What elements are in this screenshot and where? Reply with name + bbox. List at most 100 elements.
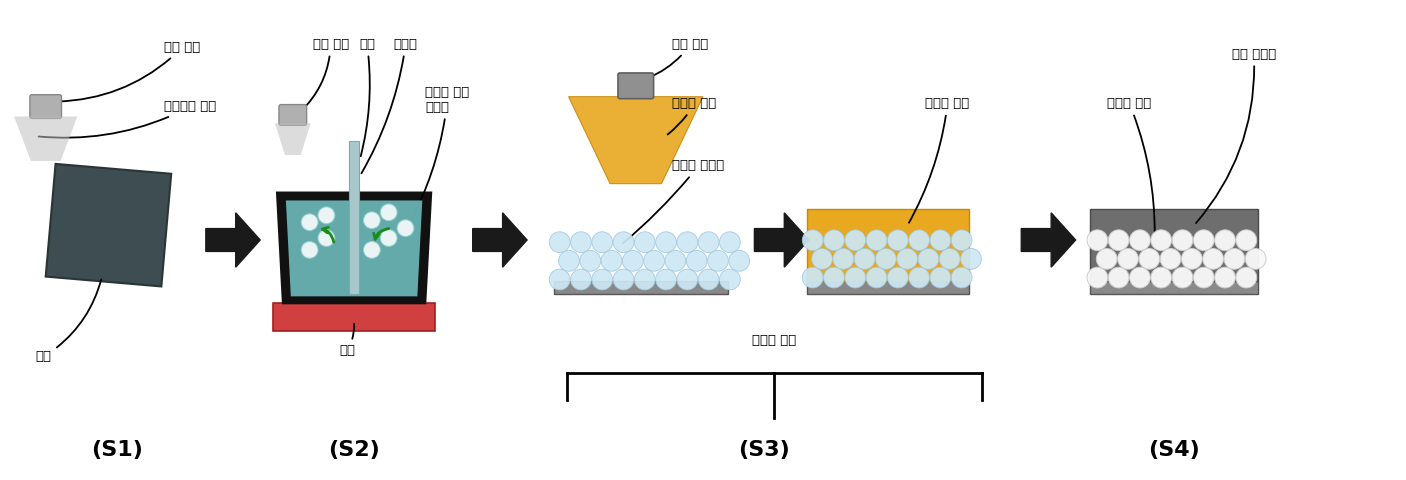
Circle shape bbox=[845, 267, 866, 288]
Circle shape bbox=[855, 249, 875, 269]
Polygon shape bbox=[285, 201, 422, 296]
Circle shape bbox=[728, 251, 749, 271]
Text: (S2): (S2) bbox=[328, 440, 380, 459]
Text: 표면처리 용액: 표면처리 용액 bbox=[38, 100, 217, 138]
Circle shape bbox=[1097, 249, 1118, 269]
Bar bbox=[807, 280, 969, 294]
Circle shape bbox=[602, 251, 621, 271]
Text: 지지체 물질: 지지체 물질 bbox=[908, 97, 970, 223]
Circle shape bbox=[824, 230, 845, 251]
Circle shape bbox=[952, 230, 972, 251]
Polygon shape bbox=[14, 117, 77, 161]
Circle shape bbox=[720, 232, 741, 252]
Circle shape bbox=[634, 232, 655, 252]
Text: 고분자 코팅층: 고분자 코팅층 bbox=[623, 159, 724, 243]
Circle shape bbox=[364, 212, 380, 228]
Text: 분사 장치: 분사 장치 bbox=[648, 38, 709, 78]
Circle shape bbox=[380, 229, 396, 246]
Polygon shape bbox=[568, 96, 703, 184]
Text: 고분자 입자
코팅액: 고분자 입자 코팅액 bbox=[409, 85, 470, 223]
Circle shape bbox=[1194, 267, 1215, 288]
Text: 기재: 기재 bbox=[359, 38, 375, 156]
Circle shape bbox=[676, 269, 697, 290]
Circle shape bbox=[908, 267, 929, 288]
Circle shape bbox=[558, 251, 579, 271]
Polygon shape bbox=[472, 213, 527, 267]
Bar bbox=[349, 141, 359, 294]
Circle shape bbox=[1129, 267, 1150, 288]
Circle shape bbox=[1160, 249, 1181, 269]
Circle shape bbox=[396, 220, 413, 237]
Circle shape bbox=[665, 251, 686, 271]
Circle shape bbox=[699, 269, 718, 290]
Bar bbox=[1091, 209, 1258, 280]
Circle shape bbox=[579, 251, 600, 271]
Circle shape bbox=[571, 269, 592, 290]
Circle shape bbox=[644, 251, 665, 271]
Circle shape bbox=[952, 267, 972, 288]
Circle shape bbox=[866, 267, 887, 288]
Circle shape bbox=[686, 251, 707, 271]
Circle shape bbox=[592, 269, 613, 290]
FancyBboxPatch shape bbox=[619, 73, 654, 99]
Bar bbox=[807, 209, 969, 280]
Polygon shape bbox=[277, 192, 432, 303]
Circle shape bbox=[824, 267, 845, 288]
Circle shape bbox=[699, 232, 718, 252]
Text: 탄소 구조체: 탄소 구조체 bbox=[1197, 48, 1277, 223]
Circle shape bbox=[1129, 230, 1150, 251]
Text: 지지체 물질: 지지체 물질 bbox=[668, 97, 717, 134]
Text: 분사 장치: 분사 장치 bbox=[59, 41, 201, 102]
Circle shape bbox=[939, 249, 960, 269]
Circle shape bbox=[623, 251, 643, 271]
Circle shape bbox=[364, 241, 380, 258]
Text: (S1): (S1) bbox=[91, 440, 143, 459]
Circle shape bbox=[707, 251, 728, 271]
Circle shape bbox=[1108, 230, 1129, 251]
Circle shape bbox=[380, 204, 396, 221]
Circle shape bbox=[811, 249, 832, 269]
Circle shape bbox=[1139, 249, 1160, 269]
Circle shape bbox=[1152, 230, 1171, 251]
Circle shape bbox=[550, 269, 569, 290]
Text: 기재: 기재 bbox=[35, 279, 101, 363]
Circle shape bbox=[1215, 230, 1236, 251]
Circle shape bbox=[803, 230, 823, 251]
Circle shape bbox=[1087, 230, 1108, 251]
Circle shape bbox=[301, 214, 318, 230]
Circle shape bbox=[571, 232, 592, 252]
FancyBboxPatch shape bbox=[30, 95, 62, 119]
Circle shape bbox=[1108, 267, 1129, 288]
Circle shape bbox=[1236, 230, 1257, 251]
Polygon shape bbox=[46, 164, 172, 287]
Circle shape bbox=[845, 230, 866, 251]
Circle shape bbox=[1152, 267, 1171, 288]
Circle shape bbox=[1173, 230, 1192, 251]
Circle shape bbox=[1173, 267, 1192, 288]
Text: 분사 장치: 분사 장치 bbox=[302, 38, 349, 109]
Bar bbox=[1091, 280, 1258, 294]
Circle shape bbox=[876, 249, 896, 269]
Text: 표면층: 표면층 bbox=[361, 38, 418, 173]
Bar bbox=[273, 303, 434, 331]
Circle shape bbox=[1215, 267, 1236, 288]
FancyBboxPatch shape bbox=[278, 105, 307, 125]
Text: 지지체 물질: 지지체 물질 bbox=[1108, 97, 1154, 232]
Circle shape bbox=[720, 269, 741, 290]
Circle shape bbox=[655, 269, 676, 290]
Polygon shape bbox=[1021, 213, 1076, 267]
Circle shape bbox=[592, 232, 613, 252]
Polygon shape bbox=[276, 123, 311, 155]
Circle shape bbox=[613, 232, 634, 252]
Text: 적층체 형성: 적층체 형성 bbox=[752, 334, 796, 348]
Circle shape bbox=[318, 229, 335, 246]
Circle shape bbox=[929, 230, 950, 251]
Bar bbox=[554, 280, 728, 294]
Circle shape bbox=[655, 232, 676, 252]
Circle shape bbox=[676, 232, 697, 252]
Circle shape bbox=[960, 249, 981, 269]
Circle shape bbox=[1087, 267, 1108, 288]
Circle shape bbox=[887, 267, 908, 288]
Circle shape bbox=[866, 230, 887, 251]
Circle shape bbox=[918, 249, 939, 269]
